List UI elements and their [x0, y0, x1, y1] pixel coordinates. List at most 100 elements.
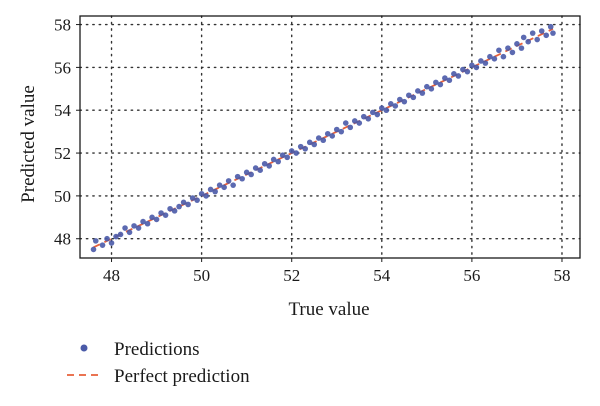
prediction-point [550, 30, 556, 36]
prediction-point [311, 141, 318, 148]
prediction-point [302, 145, 309, 152]
prediction-point [388, 101, 394, 107]
prediction-point [360, 113, 367, 120]
prediction-point [266, 163, 272, 169]
prediction-point [261, 160, 268, 167]
prediction-point [410, 94, 417, 101]
prediction-point [406, 92, 412, 99]
prediction-point [194, 197, 200, 203]
prediction-point [203, 193, 209, 199]
prediction-point [520, 34, 527, 41]
y-tick-label: 56 [54, 58, 71, 77]
prediction-point [315, 135, 322, 141]
prediction-point [487, 53, 493, 60]
prediction-point [293, 150, 300, 156]
prediction-point [216, 182, 223, 188]
prediction-point [397, 96, 403, 103]
prediction-point [140, 218, 146, 225]
prediction-point [167, 205, 173, 212]
prediction-point [419, 90, 426, 96]
y-tick-label: 58 [54, 16, 71, 35]
prediction-point [491, 56, 498, 62]
prediction-point [320, 137, 327, 144]
y-tick-label: 54 [54, 101, 72, 120]
y-tick-label: 48 [54, 230, 71, 249]
prediction-point [379, 105, 385, 111]
prediction-point [131, 223, 137, 229]
prediction-point [482, 60, 489, 66]
prediction-point [469, 62, 475, 69]
prediction-point [180, 199, 187, 206]
prediction-point [239, 175, 245, 182]
prediction-point [108, 240, 115, 246]
x-tick-label: 58 [553, 266, 570, 285]
prediction-point [518, 45, 525, 51]
prediction-point [509, 49, 516, 56]
prediction-point [514, 41, 520, 47]
prediction-point [415, 88, 421, 94]
prediction-point [525, 38, 531, 45]
y-tick-label: 52 [54, 144, 71, 163]
prediction-point [198, 190, 205, 197]
prediction-point [547, 23, 554, 30]
prediction-point [460, 66, 466, 73]
prediction-point [176, 203, 182, 210]
prediction-point [284, 154, 291, 161]
prediction-point [374, 111, 381, 118]
x-tick-label: 56 [463, 266, 480, 285]
prediction-point [252, 165, 259, 171]
prediction-point [505, 45, 511, 51]
prediction-point [149, 214, 155, 221]
prediction-point [442, 75, 448, 81]
prediction-point [496, 47, 502, 54]
prediction-point [230, 182, 236, 188]
prediction-point [243, 169, 250, 176]
prediction-point [473, 64, 480, 71]
prediction-point [401, 98, 408, 105]
prediction-point [392, 103, 399, 109]
prediction-point [538, 28, 545, 34]
prediction-point [207, 186, 214, 193]
prediction-point [333, 126, 340, 133]
prediction-point [113, 233, 119, 240]
prediction-point [126, 229, 133, 236]
prediction-point [428, 86, 435, 92]
prediction-point [424, 83, 430, 90]
legend-predictions-marker [80, 344, 88, 352]
x-tick-label: 54 [373, 266, 391, 285]
prediction-point [356, 120, 363, 126]
prediction-point [185, 201, 191, 208]
prediction-point [171, 208, 178, 214]
prediction-point [383, 107, 390, 114]
prediction-point [306, 139, 313, 146]
y-tick-label: 50 [54, 187, 71, 206]
prediction-point [437, 81, 444, 88]
x-tick-label: 48 [103, 266, 120, 285]
prediction-point [446, 77, 453, 84]
prediction-point [248, 171, 254, 178]
prediction-point [158, 210, 164, 216]
prediction-points [90, 23, 556, 253]
prediction-point [162, 212, 169, 218]
prediction-point [279, 152, 286, 159]
prediction-point [451, 71, 457, 77]
prediction-point [464, 68, 471, 75]
legend-predictions-label: Predictions [114, 339, 200, 360]
prediction-point [275, 158, 281, 165]
prediction-point [338, 128, 345, 135]
prediction-point [369, 109, 376, 116]
prediction-point [270, 156, 277, 163]
legend-perfect-prediction-label: Perfect prediction [114, 366, 250, 387]
y-axis-label: Predicted value [18, 85, 39, 203]
prediction-point [90, 246, 97, 253]
prediction-point [234, 173, 241, 180]
prediction-point [351, 118, 358, 124]
grid [79, 15, 581, 259]
prediction-point [500, 53, 507, 60]
prediction-point [122, 225, 128, 231]
prediction-point [212, 188, 218, 195]
legend: Predictions Perfect prediction [67, 339, 250, 387]
prediction-point [534, 36, 541, 43]
prediction-point [297, 143, 304, 150]
prediction-point [365, 115, 372, 122]
